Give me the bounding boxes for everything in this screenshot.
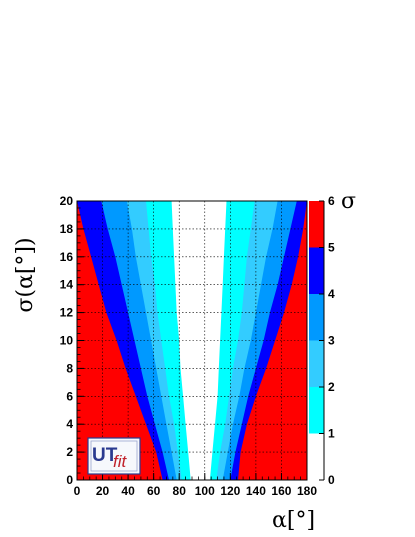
colorbar-band [309,387,324,434]
significance-bands [77,201,307,480]
x-tick-label: 60 [147,484,161,498]
y-tick-label: 16 [60,250,74,264]
colorbar-ticks: 0 1 2 3 4 5 6 [319,194,335,487]
colorbar-band [309,247,324,294]
y-tick-label: 10 [60,334,74,348]
x-tick-label: 140 [246,484,266,498]
x-tick-label: 40 [121,484,135,498]
y-tick-label: 0 [66,473,73,487]
colorbar-band [309,294,324,341]
logo-text-ut: UT [92,445,118,466]
logo-inner-frame [90,440,138,472]
colorbar-tick-label: 4 [328,287,335,301]
x-tick-label: 120 [220,484,240,498]
colorbar-band [309,433,324,480]
colorbar-tick-label: 5 [328,241,335,255]
grid-lines [77,201,307,480]
x-tick-label: 100 [195,484,215,498]
logo-frame [87,437,141,475]
x-tick-label: 160 [271,484,291,498]
colorbar-tick-label: 2 [328,380,335,394]
colorbar-tick-label: 3 [328,334,335,348]
y-axis-ticks: 0 2 4 6 8 10 12 14 16 18 20 [60,194,84,487]
y-tick-label: 12 [60,306,74,320]
y-tick-label: 8 [66,361,73,375]
utfit-logo: UT fit [87,437,141,475]
y-tick-label: 4 [66,417,73,431]
y-axis-title: σ(α[°]) [13,237,38,312]
colorbar-band [309,340,324,387]
y-tick-label: 18 [60,222,74,236]
x-tick-label: 20 [96,484,110,498]
x-tick-label: 80 [173,484,187,498]
colorbar-tick-label: 6 [328,194,335,208]
y-tick-label: 14 [60,278,74,292]
colorbar-band [309,201,324,248]
y-tick-label: 20 [60,194,74,208]
colorbar-tick-label: 0 [328,473,335,487]
x-tick-label: 0 [74,484,81,498]
logo-text-fit: fit [113,452,128,471]
y-tick-label: 2 [66,445,73,459]
colorbar-tick-label: 1 [328,427,335,441]
x-tick-label: 180 [297,484,317,498]
colorbar-title: σ [341,189,356,214]
band-below-1-sigma [171,201,227,480]
x-axis-title: α[°] [272,508,315,533]
y-tick-label: 6 [66,389,73,403]
x-axis-ticks: 0 20 40 60 80 100 120 140 160 180 [74,473,317,498]
